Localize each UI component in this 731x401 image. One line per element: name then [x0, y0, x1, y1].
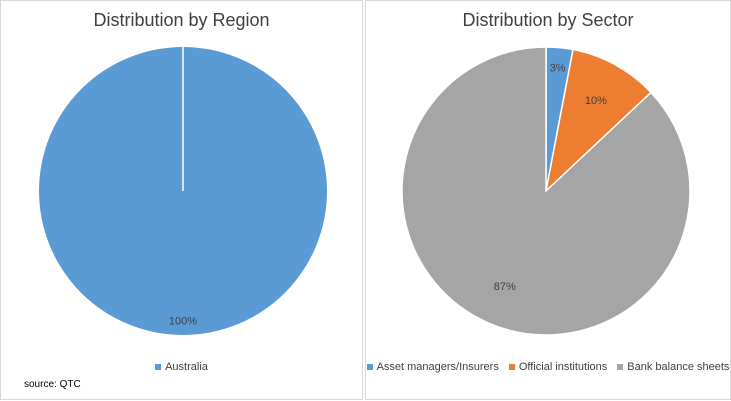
chart-region-panel: Distribution by Region 100% Australia so…: [0, 0, 363, 400]
legend-label: Official institutions: [518, 361, 608, 373]
pie-slice-official-institutions: [544, 48, 653, 194]
chart-title: Distribution by Region: [93, 10, 270, 30]
pie-chart-region: 100%: [39, 47, 327, 335]
legend-swatch: [366, 364, 373, 370]
legend-item-asset-managers-insurers: Asset managers/Insurers: [366, 361, 499, 373]
chart-sector-panel: Distribution by Sector 3% 10% 87% Asset ma…: [365, 0, 731, 400]
legend-sector: Asset managers/Insurers Official institut…: [366, 361, 730, 373]
data-label-bank-balance-sheets: 87%: [494, 281, 516, 293]
data-label-asset-managers-insurers: 3%: [550, 63, 566, 75]
legend-swatch: [155, 364, 162, 370]
pie-chart-sector: 3% 10% 87%: [401, 46, 691, 336]
chart-title: Distribution by Sector: [462, 10, 634, 30]
legend-item-bank-balance-sheets: Bank balance sheets: [617, 361, 729, 373]
data-label-official-institutions: 10%: [585, 95, 607, 107]
source-note: source: QTC: [24, 379, 81, 390]
legend-item-official-institutions: Official institutions: [508, 361, 608, 373]
legend-swatch: [617, 364, 624, 370]
legend-label: Bank balance sheets: [627, 361, 730, 373]
legend-label: Australia: [165, 361, 208, 373]
legend-item-australia: Australia: [155, 361, 208, 373]
pie-slice-bank-balance-sheets: [401, 46, 691, 336]
legend-region: Australia: [1, 361, 362, 373]
legend-label: Asset managers/Insurers: [376, 361, 499, 373]
legend-swatch: [508, 364, 515, 370]
data-label-australia: 100%: [169, 316, 197, 328]
